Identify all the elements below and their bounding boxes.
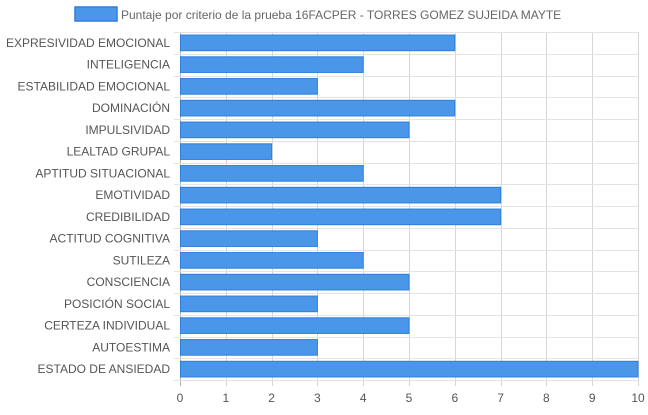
- x-axis-tick-label: 10: [631, 391, 645, 405]
- y-axis-label: DOMINACIÓN: [92, 100, 170, 115]
- y-axis-label: INTELIGENCIA: [87, 58, 170, 72]
- y-axis-label: POSICIÓN SOCIAL: [64, 296, 170, 311]
- legend-label[interactable]: Puntaje por criterio de la prueba 16FACP…: [121, 8, 561, 22]
- bar-estado-de-ansiedad[interactable]: [180, 360, 639, 378]
- y-axis-label: ACTITUD COGNITIVA: [50, 232, 170, 246]
- y-axis-label: AUTOESTIMA: [92, 340, 170, 354]
- x-axis-tick-label: 4: [360, 391, 367, 405]
- y-axis-label: SUTILEZA: [113, 253, 170, 267]
- bar-impulsividad[interactable]: [180, 121, 410, 139]
- bar-posición-social[interactable]: [180, 295, 318, 313]
- y-axis-label: IMPULSIVIDAD: [85, 123, 170, 137]
- x-axis-tick-label: 5: [406, 391, 413, 405]
- bar-sutileza[interactable]: [180, 252, 364, 269]
- x-axis-tick-label: 0: [177, 391, 184, 405]
- bar-dominación[interactable]: [180, 99, 456, 117]
- y-axis-label: EXPRESIVIDAD EMOCIONAL: [6, 36, 170, 50]
- y-axis-label: ESTABILIDAD EMOCIONAL: [18, 79, 171, 93]
- x-axis-tick-label: 8: [543, 391, 550, 405]
- x-axis-tick-label: 3: [314, 391, 321, 405]
- bar-estabilidad-emocional[interactable]: [180, 78, 318, 95]
- bars: [180, 34, 639, 378]
- bar-lealtad-grupal[interactable]: [180, 143, 273, 160]
- y-axis-label: CONSCIENCIA: [87, 275, 170, 289]
- y-axis-label: EMOTIVIDAD: [95, 188, 170, 202]
- x-axis-tick-label: 7: [497, 391, 504, 405]
- x-axis-tick-label: 9: [589, 391, 596, 405]
- bar-inteligencia[interactable]: [180, 56, 364, 73]
- bar-consciencia[interactable]: [180, 273, 410, 291]
- legend[interactable]: Puntaje por criterio de la prueba 16FACP…: [74, 6, 561, 22]
- bar-expresividad-emocional[interactable]: [180, 34, 456, 52]
- x-axis-tick-label: 2: [268, 391, 275, 405]
- bar-actitud-cognitiva[interactable]: [180, 230, 318, 247]
- bar-emotividad[interactable]: [180, 186, 502, 204]
- x-axis-tick-label: 6: [451, 391, 458, 405]
- bar-certeza-individual[interactable]: [180, 317, 410, 334]
- bar-aptitud-situacional[interactable]: [180, 165, 364, 182]
- legend-swatch[interactable]: [74, 6, 118, 22]
- bar-credibilidad[interactable]: [180, 208, 502, 226]
- y-axis-label: CREDIBILIDAD: [86, 210, 170, 224]
- y-axis-label: CERTEZA INDIVIDUAL: [44, 319, 170, 333]
- y-axis-label: LEALTAD GRUPAL: [67, 145, 171, 159]
- x-axis-tick-label: 1: [222, 391, 229, 405]
- y-axis-label: APTITUD SITUACIONAL: [35, 166, 170, 180]
- grid: [174, 32, 639, 386]
- bar-autoestima[interactable]: [180, 339, 318, 356]
- y-axis-labels: EXPRESIVIDAD EMOCIONAL INTELIGENCIA ESTABI…: [6, 36, 170, 376]
- y-axis-label: ESTADO DE ANSIEDAD: [38, 362, 171, 376]
- x-axis-labels: 0 1 2 3 4 5 6 7 8 9 10: [177, 391, 645, 405]
